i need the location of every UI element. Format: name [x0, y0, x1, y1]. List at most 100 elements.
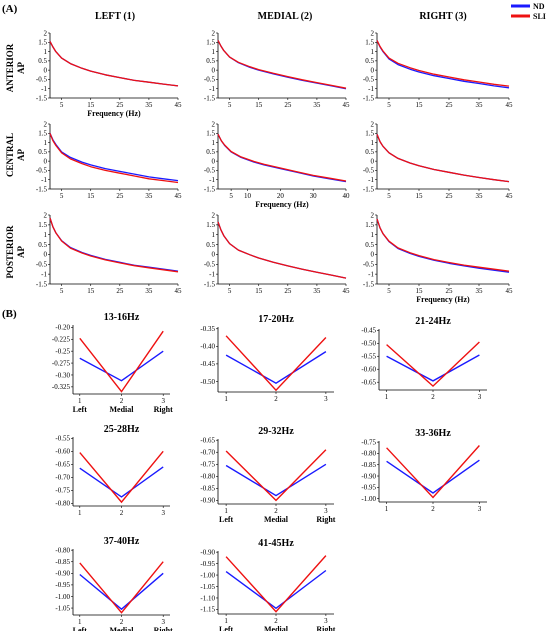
- x-tick-label: 30: [310, 192, 318, 200]
- x-tick-label: 3: [161, 618, 165, 626]
- y-tick-label: -1: [41, 270, 47, 278]
- y-tick-label: -1.5: [204, 94, 216, 102]
- series-line-sli: [217, 221, 347, 279]
- series-line-sli: [49, 41, 179, 87]
- y-tick-label: -0.325: [52, 383, 71, 391]
- x-tick-label: 25: [446, 192, 454, 200]
- panel-b-25-28-: 25-28Hz -0.55 -0.60 -0.65 -0.70 -0.75 -0.80 1 2 3: [55, 424, 170, 517]
- y-tick-label: -1.00: [55, 593, 70, 601]
- y-tick-label: 0: [44, 66, 48, 74]
- y-tick-label: -0.275: [52, 359, 71, 367]
- y-tick-label: -1: [209, 85, 215, 93]
- y-tick-label: -0.5: [363, 261, 375, 269]
- y-tick-label: -0.75: [361, 438, 376, 446]
- y-tick-label: 0.5: [365, 57, 374, 65]
- subplot-title: 29-32Hz: [258, 426, 294, 437]
- y-tick-label: -1: [41, 176, 47, 184]
- x-tick-label: 2: [431, 505, 435, 513]
- series-line-nd: [376, 40, 510, 89]
- y-tick-label: -0.25: [55, 347, 70, 355]
- series-line-nd: [49, 41, 179, 87]
- y-tick-label: -0.40: [200, 343, 215, 351]
- x-tick-label: 35: [313, 287, 321, 295]
- y-tick-label: -1.15: [200, 606, 215, 614]
- y-tick-label: 0: [212, 157, 216, 165]
- x-tick-label: 15: [255, 287, 263, 295]
- y-tick-label: 1: [44, 48, 48, 56]
- y-tick-label: -0.5: [363, 76, 375, 84]
- series-line-sli: [225, 335, 327, 392]
- y-tick-label: -0.65: [200, 437, 215, 445]
- row-label-central-name: CENTRAL: [5, 133, 15, 177]
- x-tick-label: 1: [224, 507, 228, 515]
- y-tick-label: 0: [371, 66, 375, 74]
- x-tick-label: 40: [343, 192, 351, 200]
- x-tick-label: 1: [385, 393, 389, 401]
- legend: ND SLI: [511, 2, 546, 21]
- column-title-right: RIGHT (3): [419, 11, 466, 22]
- x-tick-label: 15: [87, 101, 95, 109]
- x-tick-label: 15: [416, 101, 424, 109]
- x-tick-label: 45: [175, 287, 183, 295]
- y-tick-label: -0.70: [55, 474, 70, 482]
- y-tick-label: 1: [212, 139, 216, 147]
- y-tick-label: -0.75: [200, 461, 215, 469]
- subplot-title: 33-36Hz: [415, 428, 451, 439]
- x-tick-label: 5: [60, 192, 64, 200]
- y-tick-label: 1: [212, 231, 216, 239]
- y-tick-label: 2: [212, 120, 216, 128]
- y-tick-label: 1: [44, 231, 48, 239]
- x-tick-label: 25: [284, 101, 292, 109]
- x-tick-label: 1: [78, 618, 82, 626]
- series-line-nd: [225, 351, 327, 385]
- subplot-title: 13-16Hz: [104, 312, 140, 323]
- y-tick-label: 0.5: [38, 148, 47, 156]
- series-line-sli: [79, 330, 164, 393]
- y-tick-label: -0.35: [200, 325, 215, 333]
- x-tick-label: 25: [116, 101, 124, 109]
- y-tick-label: 1.5: [365, 221, 374, 229]
- y-tick-label: 0.5: [206, 148, 215, 156]
- series-line-sli: [217, 133, 347, 182]
- x-tick-label: 1: [224, 395, 228, 403]
- x-tick-label: 3: [478, 393, 482, 401]
- y-tick-label: -1.05: [55, 604, 70, 612]
- y-tick-label: -0.90: [361, 472, 376, 480]
- y-tick-label: -0.90: [200, 497, 215, 505]
- y-tick-label: -0.65: [361, 379, 376, 387]
- series-line-sli: [49, 133, 179, 184]
- series-line-nd: [376, 218, 510, 273]
- y-tick-label: -0.5: [204, 167, 216, 175]
- panel-b-29-32-: 29-32Hz -0.65 -0.70 -0.75 -0.80 -0.85 -0.90 1Le…: [200, 426, 335, 524]
- subplot-title: 21-24Hz: [415, 316, 451, 327]
- y-tick-label: -0.60: [361, 366, 376, 374]
- x-category-label: Right: [154, 405, 173, 414]
- y-tick-label: 1.5: [365, 39, 374, 47]
- y-tick-label: 1.5: [38, 221, 47, 229]
- y-tick-label: -0.30: [55, 371, 70, 379]
- x-tick-label: 45: [506, 101, 514, 109]
- y-tick-label: 1: [371, 48, 375, 56]
- y-tick-label: 1.5: [206, 130, 215, 138]
- series-line-nd: [79, 572, 164, 611]
- x-tick-label: 3: [324, 617, 328, 625]
- y-tick-label: -0.45: [200, 360, 215, 368]
- y-tick-label: 2: [212, 211, 216, 219]
- x-tick-label: 25: [446, 101, 454, 109]
- x-tick-label: 5: [387, 192, 391, 200]
- series-line-sli: [225, 555, 327, 613]
- y-tick-label: 0: [44, 157, 48, 165]
- y-tick-label: 0.5: [38, 57, 47, 65]
- y-tick-label: 1: [212, 48, 216, 56]
- x-tick-label: 35: [476, 192, 484, 200]
- series-line-sli: [386, 341, 480, 388]
- x-tick-label: 15: [87, 192, 95, 200]
- y-tick-label: -0.65: [55, 461, 70, 469]
- x-tick-label: 2: [120, 397, 124, 405]
- x-tick-label: 1: [78, 397, 82, 405]
- x-tick-label: 5: [60, 287, 64, 295]
- x-tick-label: 5: [228, 287, 232, 295]
- x-tick-label: 35: [476, 287, 484, 295]
- y-tick-label: -1.00: [200, 571, 215, 579]
